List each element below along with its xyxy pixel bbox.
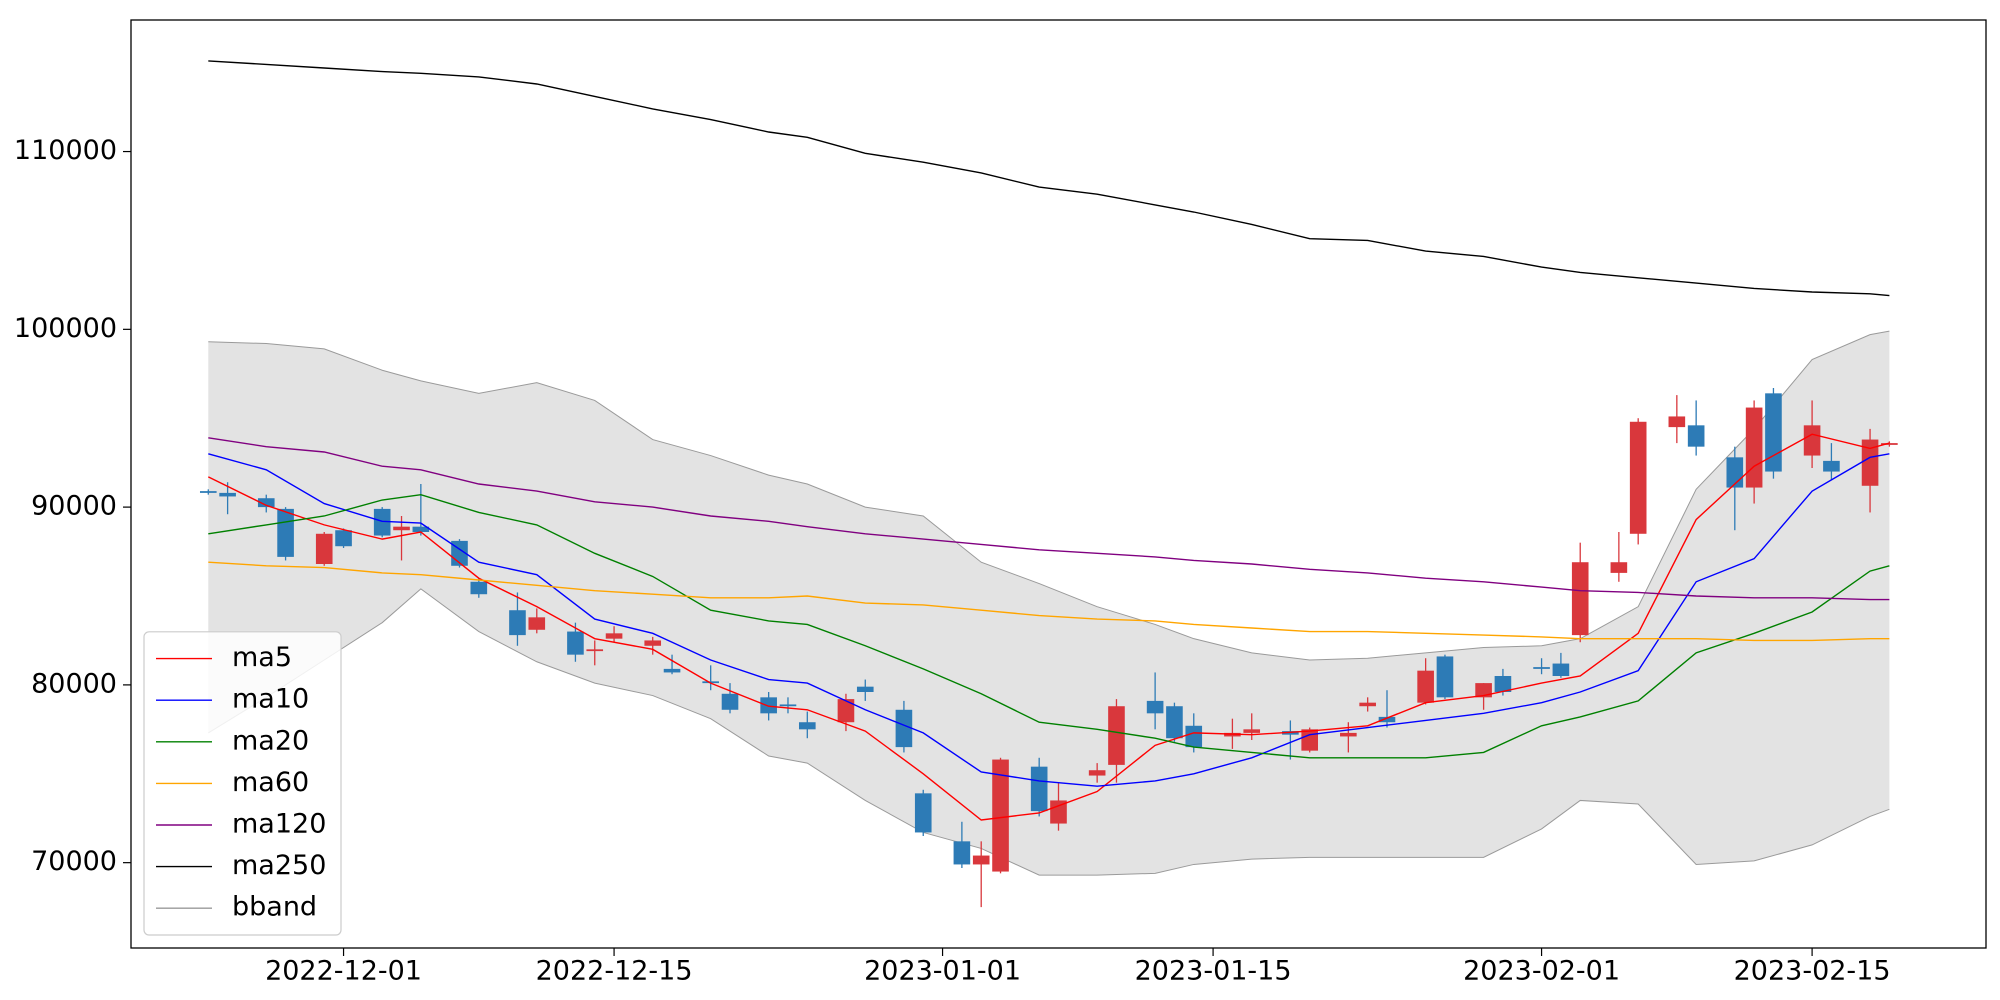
candle-body [1765,393,1782,472]
legend-label: ma120 [232,809,326,840]
candle-body [1571,562,1589,636]
candle-body [895,709,913,748]
candle-body [528,617,546,630]
candle-body [702,681,719,684]
candle-body [1494,676,1512,692]
legend-label: bband [232,892,317,923]
band-edge [208,330,1890,661]
candle-body [837,699,855,723]
candle-body [605,633,623,639]
candle-body [1861,439,1879,486]
candle-body [373,508,391,536]
candle-body [1340,732,1357,737]
candle-body [412,526,430,532]
legend-label: ma5 [232,642,292,673]
candle-body [760,697,777,714]
candle-body [315,533,333,564]
candle-body [798,722,816,730]
candle-body [1610,562,1628,573]
ma-line [207,433,1890,821]
candle-body [953,841,971,865]
candle-body [1146,700,1164,714]
ma-line [208,437,1890,601]
candle-body [470,581,488,595]
plot-area [199,60,1898,908]
candle-body [1166,706,1183,739]
candle-body [1668,416,1686,428]
x-tick-label: 2023-02-01 [1463,956,1620,987]
candle-body [1629,421,1647,534]
legend: ma5 ma10 ma20 ma60 ma120 ma250 bband [143,631,342,936]
candle-body [335,530,352,547]
x-tick-label: 2023-01-01 [864,956,1021,987]
candle-body [856,686,874,692]
y-tick-label: 100000 [14,313,117,344]
ma-line [208,493,1890,759]
band-edge [208,588,1890,876]
legend-box [143,631,342,936]
candle-body [1301,729,1319,751]
candle-body [1726,457,1744,488]
candle-body [1823,460,1840,472]
legend-label: ma250 [232,850,326,881]
y-tick-label: 80000 [31,668,117,699]
x-tick-label: 2022-12-01 [265,956,422,987]
ma-line [208,561,1890,642]
candle-body [1185,725,1203,748]
candle-body [257,498,275,508]
axes-frame [130,19,1987,949]
candle-body [1359,702,1376,707]
candle-body [1687,425,1705,447]
y-tick-label: 70000 [31,846,117,877]
candle-body [914,793,932,833]
candle-body [509,610,526,636]
candle-body [1552,663,1570,676]
candle-body [1417,670,1434,703]
candle-body [1436,656,1454,698]
candle-body [992,759,1009,872]
y-tick-label: 90000 [31,491,117,522]
candle-body [721,693,739,710]
candle-body [1088,770,1106,776]
candle-body [1243,729,1261,733]
ma-line [208,60,1890,297]
legend-label: ma20 [232,725,309,756]
candle-body [1745,407,1763,488]
candle-body [219,492,236,497]
x-tick-label: 2023-01-15 [1135,956,1292,987]
ma-line [208,453,1890,787]
x-tick-label: 2022-12-15 [536,956,693,987]
candle-body [1475,683,1492,698]
candle-body [1378,716,1396,723]
candle-body [1030,766,1048,812]
candle-body [1108,706,1125,765]
candle-body [277,508,294,557]
legend-label: ma60 [232,767,309,798]
y-tick-label: 110000 [14,135,117,166]
x-tick-label: 2023-02-15 [1734,956,1891,987]
candle-body [972,855,990,865]
candle-body [567,631,584,655]
candle-body [586,649,604,652]
candle-body [1050,800,1067,824]
candle-body [393,526,410,531]
candle-body [644,640,662,646]
candle-body [199,491,217,493]
legend-label: ma10 [232,684,309,715]
candle-body [1533,667,1550,669]
candle-body [663,668,681,673]
bollinger-band [208,331,1890,876]
candle-body [779,704,797,707]
candle-body [1881,443,1898,445]
candle-body [1803,425,1821,456]
